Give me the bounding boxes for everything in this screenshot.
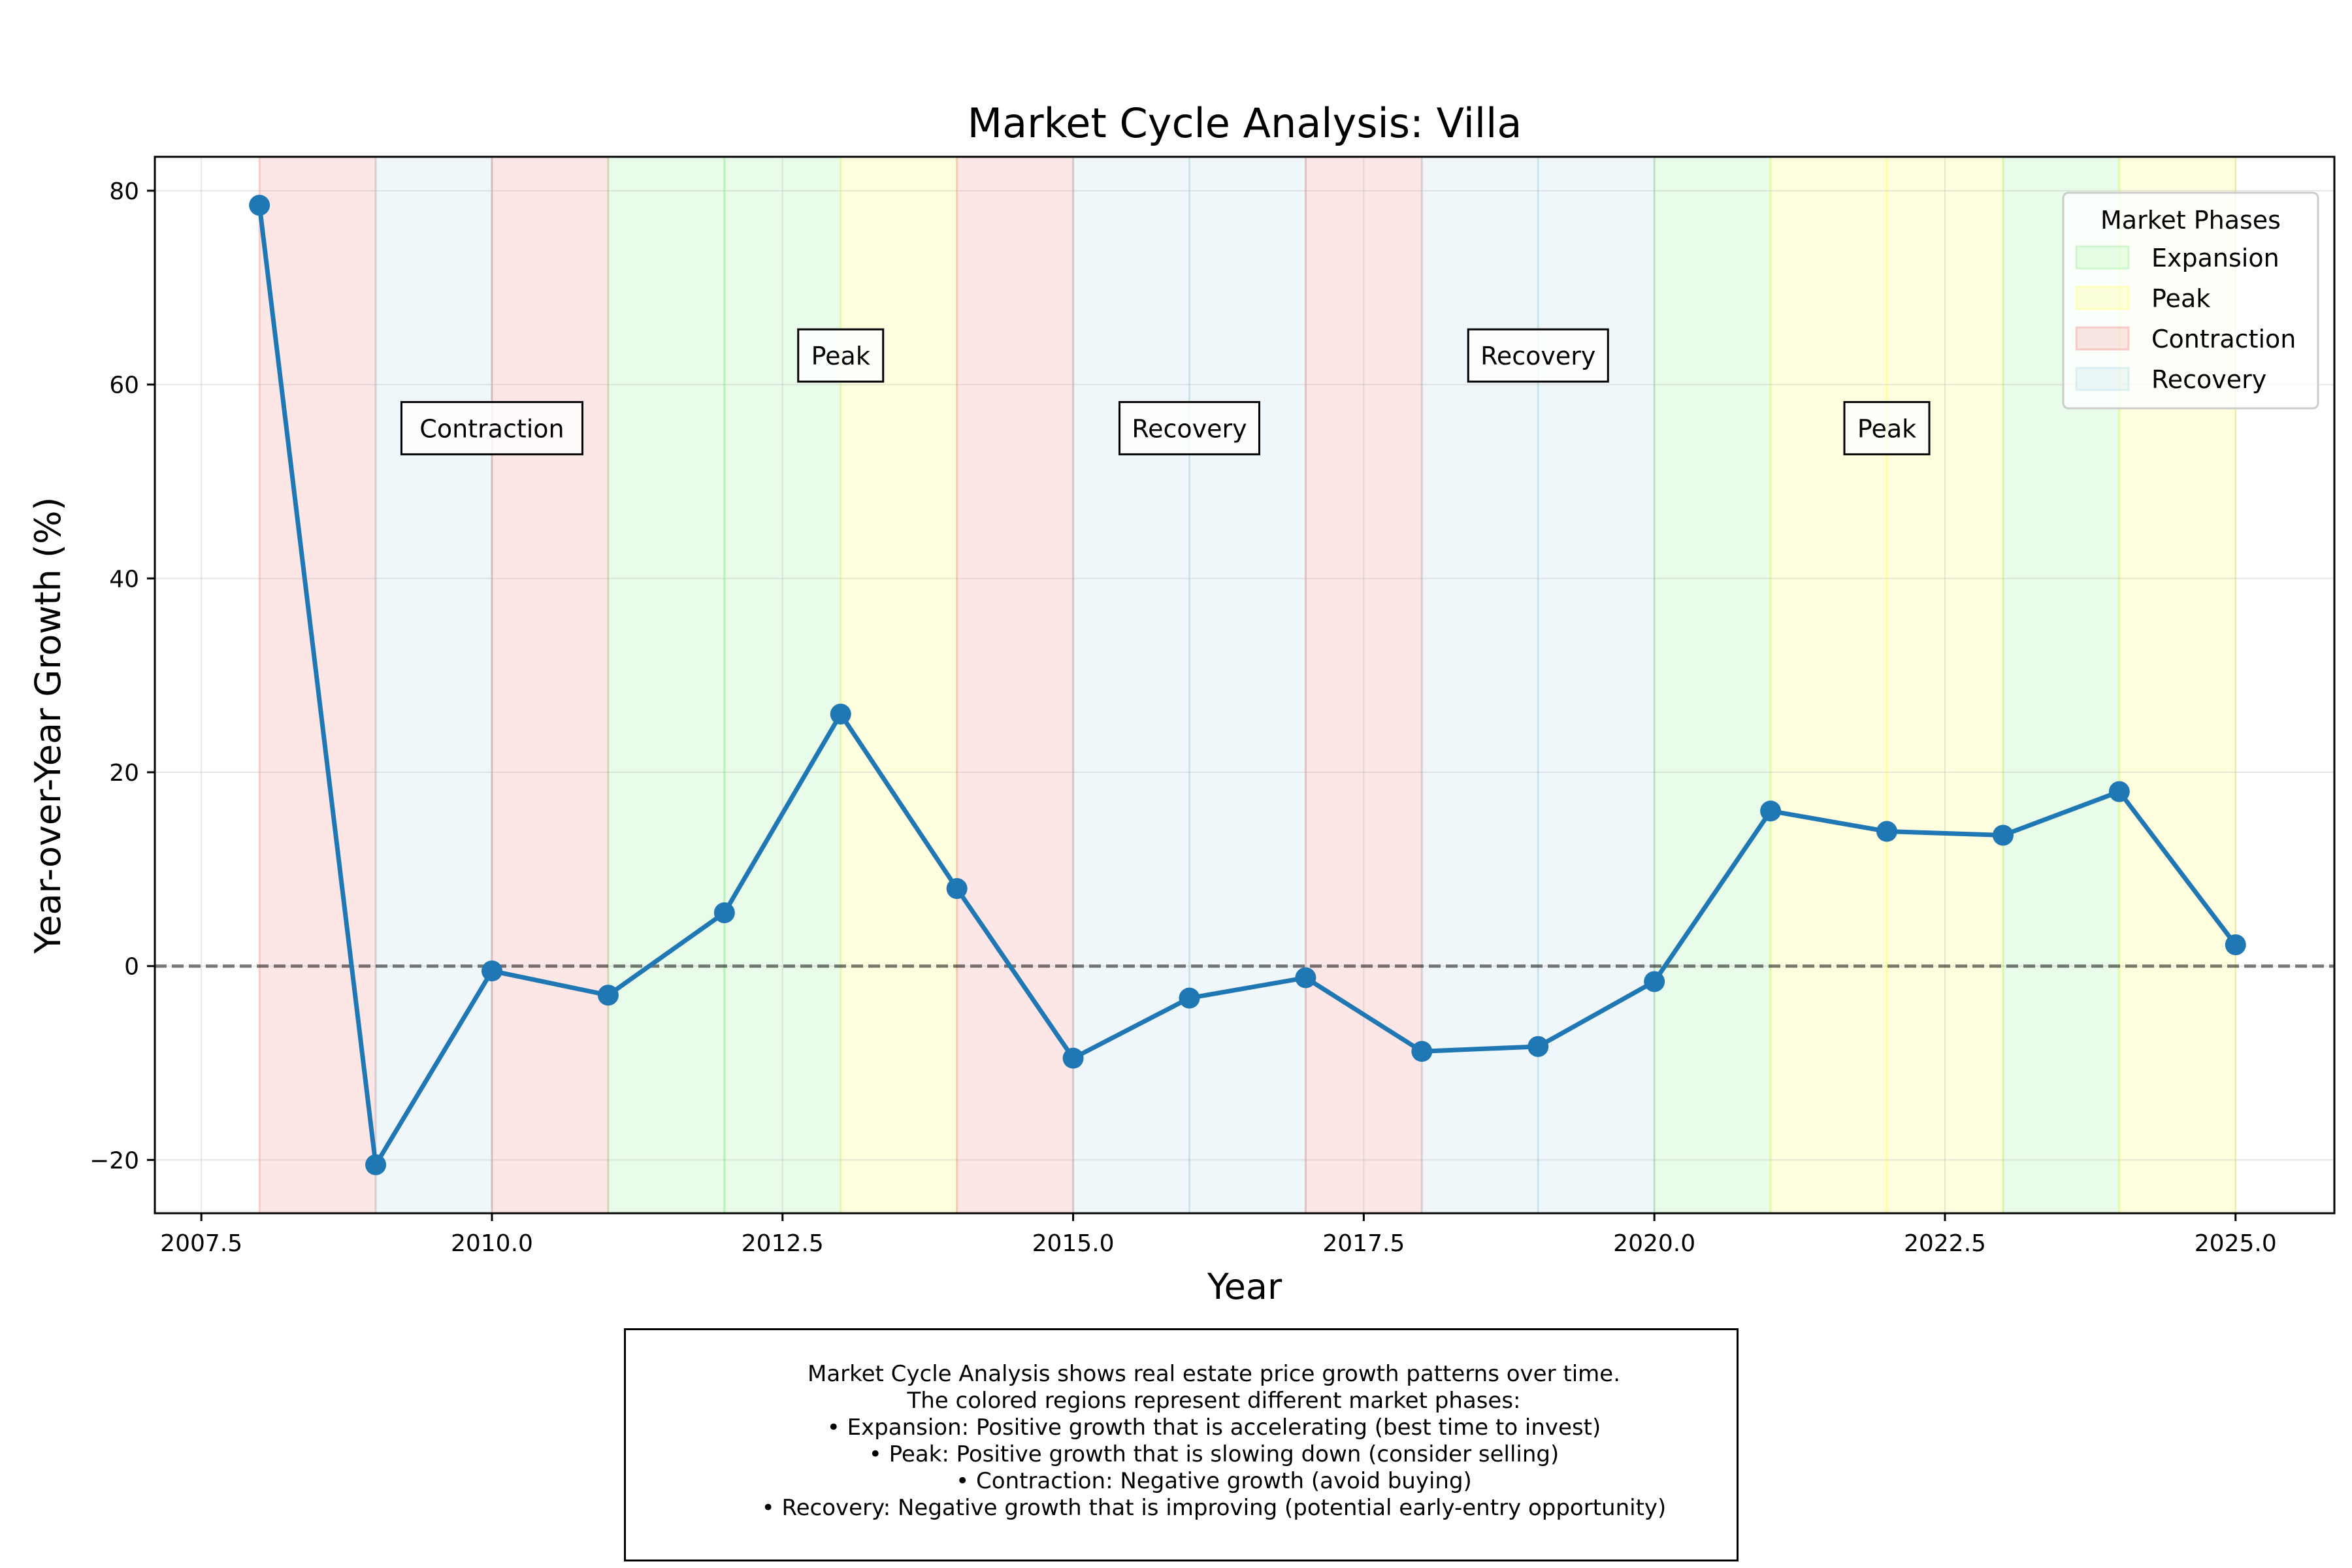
phase-band [491, 155, 610, 1215]
description-line: Market Cycle Analysis shows real estate … [807, 1361, 1621, 1387]
data-point [1295, 967, 1316, 988]
phase-band [1769, 155, 1888, 1215]
annotation-label: Peak [797, 328, 885, 383]
x-tick-label: 2012.5 [742, 1230, 824, 1257]
legend-swatch-peak [2075, 286, 2130, 310]
annotation-text: Recovery [1132, 414, 1247, 443]
phase-band [607, 155, 726, 1215]
y-tick-label: 0 [124, 954, 139, 981]
phase-band [1072, 155, 1190, 1215]
chart-title: Market Cycle Analysis: Villa [968, 99, 1522, 147]
description-line: • Peak: Positive growth that is slowing … [868, 1441, 1560, 1467]
data-point [946, 878, 968, 900]
phase-band [1653, 155, 1772, 1215]
phase-band [1886, 155, 2004, 1215]
annotation-box [1843, 400, 1931, 455]
phase-band [1420, 155, 1539, 1215]
data-point [597, 985, 619, 1006]
x-tick-label: 2015.0 [1032, 1230, 1115, 1257]
data-point [1644, 971, 1665, 992]
description-line: • Recovery: Negative growth that is impr… [761, 1495, 1667, 1521]
growth-series [249, 195, 2246, 1175]
data-point [1992, 825, 2014, 846]
axes: 2007.5 2010.0 2012.5 2015.0 2017.5 2020.0 2022… [90, 155, 2336, 1257]
data-point [1876, 821, 1898, 842]
annotation-label: Peak [1843, 400, 1931, 455]
description-line: • Expansion: Positive growth that is acc… [826, 1414, 1601, 1441]
y-tick-label: 40 [109, 566, 139, 593]
plot-frame [154, 155, 2336, 1215]
data-point [1411, 1041, 1433, 1062]
annotation-label: Recovery [1118, 400, 1260, 455]
data-point [365, 1154, 387, 1175]
series-line [257, 204, 2238, 1168]
phase-band [374, 155, 493, 1215]
data-point [1179, 987, 1200, 1009]
data-point [1062, 1047, 1084, 1069]
x-tick-label: 2020.0 [1613, 1230, 1695, 1257]
phase-annotations: Contraction Peak Recovery Recovery Peak [400, 328, 1931, 455]
y-tick-label: 60 [109, 372, 139, 399]
data-point [2225, 934, 2246, 956]
x-tick-label: 2007.5 [160, 1230, 242, 1257]
legend-title: Market Phases [2100, 206, 2281, 235]
data-point [249, 195, 270, 216]
phase-band [840, 155, 958, 1215]
annotation-box [797, 328, 885, 383]
phase-band [1188, 155, 1307, 1215]
annotation-text: Peak [811, 342, 870, 370]
annotation-label: Contraction [400, 400, 583, 455]
data-point [830, 704, 851, 725]
data-point [481, 960, 502, 982]
x-tick-label: 2010.0 [451, 1230, 533, 1257]
legend-label: Peak [2151, 284, 2210, 313]
legend: Market Phases Expansion Peak Contraction Rec… [2062, 191, 2319, 410]
annotation-text: Peak [1857, 414, 1916, 443]
description-line: • Contraction: Negative growth (avoid bu… [956, 1468, 1472, 1494]
data-point [713, 902, 735, 924]
y-axis-label: Year-over-Year Growth (%) [27, 497, 69, 955]
x-axis-label: Year [1207, 1266, 1282, 1307]
annotation-label: Recovery [1467, 328, 1609, 383]
y-tick-label: 20 [109, 760, 139, 787]
annotation-box [1467, 328, 1609, 383]
phase-band [956, 155, 1075, 1215]
data-point [2108, 781, 2130, 802]
data-point [1527, 1036, 1549, 1057]
x-tick-label: 2017.5 [1322, 1230, 1405, 1257]
description-box: Market Cycle Analysis shows real estate … [624, 1328, 1739, 1561]
legend-swatch-expansion [2075, 245, 2130, 270]
description-line: The colored regions represent different … [907, 1388, 1521, 1414]
y-tick-label: 80 [109, 178, 139, 205]
annotation-box [400, 400, 583, 455]
legend-swatch-recovery [2075, 367, 2130, 391]
legend-label: Recovery [2151, 365, 2266, 394]
annotation-text: Recovery [1480, 342, 1595, 370]
legend-label: Expansion [2151, 244, 2279, 272]
phase-bands [258, 155, 2237, 1215]
phase-band [1537, 155, 1656, 1215]
annotation-text: Contraction [419, 414, 564, 443]
legend-label: Contraction [2151, 325, 2296, 353]
x-tick-label: 2025.0 [2195, 1230, 2277, 1257]
x-tick-label: 2022.5 [1904, 1230, 1986, 1257]
data-point [1760, 800, 1782, 822]
annotation-box [1118, 400, 1260, 455]
y-tick-label: −20 [90, 1147, 139, 1174]
legend-box [2062, 191, 2319, 410]
legend-swatch-contraction [2075, 326, 2130, 351]
